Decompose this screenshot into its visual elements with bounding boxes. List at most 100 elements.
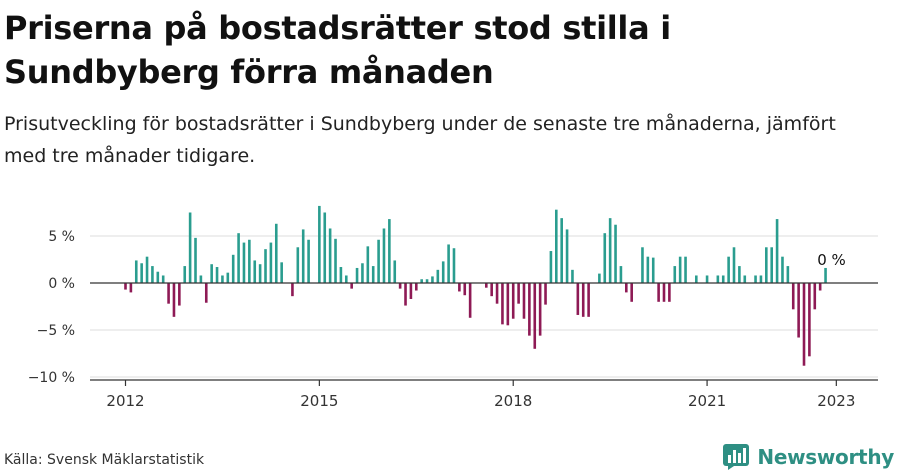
bar [662,283,666,302]
bar [651,257,655,283]
bar [770,247,773,283]
bar [533,283,537,349]
bar [145,256,149,283]
chart-subtitle: Prisutveckling för bostadsrätter i Sundb… [4,113,836,167]
bar [172,283,176,317]
bar-chart-logo-icon [723,444,750,470]
grid-lines [90,235,878,378]
bar [646,256,650,283]
bar [458,283,461,292]
bar [506,283,510,326]
bar [441,261,445,283]
bar [129,283,133,293]
bar [452,248,456,283]
bar [727,256,730,283]
x-axis-ticks: 2012 2015 2018 2021 2023 [106,380,855,410]
bar [705,275,709,283]
bar [630,283,633,302]
bar [716,275,720,283]
bar [334,238,337,283]
bar [398,283,402,289]
bar [786,266,790,283]
bar [576,283,580,315]
bar [549,251,553,283]
bar [382,228,386,283]
bar [291,283,294,297]
brand-logo[interactable]: Newsworthy [723,441,894,473]
bar [813,283,817,310]
x-tick-label: 2023 [817,392,855,410]
bar [226,272,230,283]
bar [732,247,736,283]
bar [323,212,327,283]
bar [178,283,181,306]
bar [775,219,779,283]
bar [598,273,601,283]
x-tick-label: 2012 [106,392,144,410]
bar [695,275,698,283]
bar [818,283,822,291]
bar [538,283,542,336]
bar [484,283,488,288]
bar [140,263,143,283]
bar-chart: 2012 2015 2018 2021 2023 5 % 0 % −5 % −10 % 0 % [28,205,878,410]
bar [253,260,257,283]
bar [151,266,154,283]
bar [781,256,784,283]
source-note: Källa: Svensk Mäklarstatistik [4,452,205,468]
bar [307,239,310,283]
bar [167,283,170,304]
bar [194,237,197,283]
bar [581,283,585,317]
bar [409,283,413,299]
bar [738,266,741,283]
bar [678,256,682,283]
bar [361,263,364,283]
bar [183,266,187,283]
bar [824,267,827,283]
bar [156,271,160,283]
y-tick-label: 5 % [48,229,75,245]
bar [436,269,440,283]
bar [274,223,278,283]
bar [188,212,192,283]
bar [565,229,569,283]
x-tick-label: 2021 [688,392,726,410]
bar [791,283,795,310]
brand-name: Newsworthy [757,445,894,469]
bar [344,275,348,283]
bar [199,275,203,283]
bar [328,228,332,283]
bar [339,267,343,283]
last-value-label: 0 % [817,251,846,269]
bar [625,283,628,293]
bar [264,249,267,283]
bar [517,283,520,304]
bar [431,276,434,283]
bar [614,224,617,283]
x-tick-label: 2015 [300,392,338,410]
bar [215,267,219,283]
bar [511,283,515,319]
bar [280,262,283,283]
y-tick-label: 0 % [48,276,75,292]
bar [210,264,213,283]
bar [258,264,262,283]
bar [301,229,305,283]
bar [603,233,607,283]
chart-title: Priserna på bostadsrätter stod stilla i … [4,9,671,91]
bar [619,266,623,283]
bar [668,283,671,302]
bar [231,254,235,283]
bar [587,283,590,317]
bar [124,283,127,290]
bar [684,256,687,283]
bar [754,275,757,283]
bar [420,279,423,283]
bar [404,283,407,306]
bar [204,283,208,303]
bar [797,283,800,338]
bar [721,275,725,283]
bar [371,266,375,283]
bar [490,283,493,297]
